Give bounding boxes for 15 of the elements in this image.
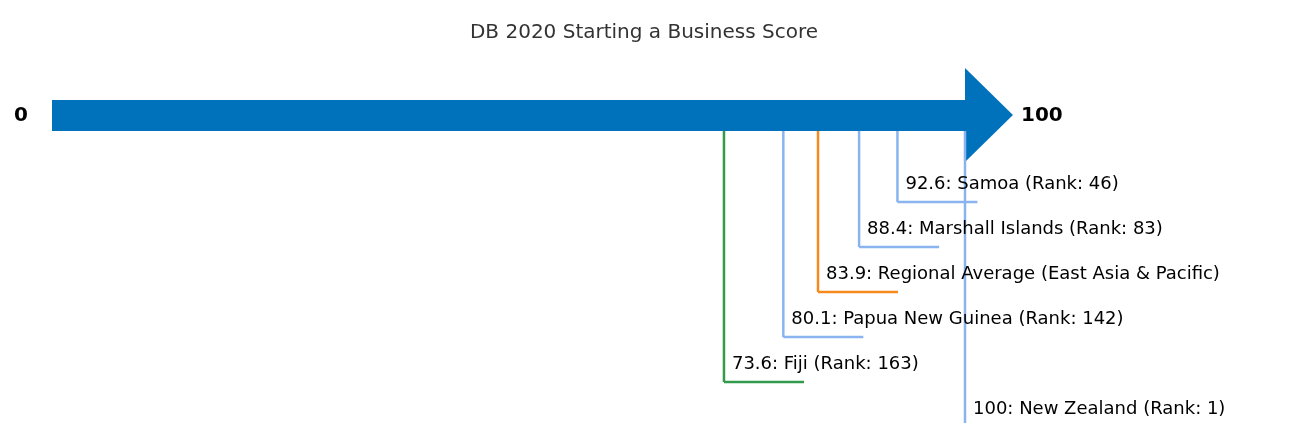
data-label: 73.6: xyxy=(731,352,779,373)
category-label: New Zealand (Rank: 1) xyxy=(1019,397,1226,418)
category-label: Regional Average (East Asia & Pacific) xyxy=(877,262,1220,283)
category-label: Papua New Guinea (Rank: 142) xyxy=(843,307,1124,328)
text: DB 2020 Starting a Business Score xyxy=(469,19,819,43)
text: 100 xyxy=(1021,102,1063,126)
category-label: Marshall Islands (Rank: 83) xyxy=(918,217,1163,238)
data-label: 88.4: xyxy=(867,217,914,238)
text: 0 xyxy=(14,102,28,126)
data-label: 83.9: xyxy=(826,262,873,283)
data-label: 92.6: xyxy=(905,172,952,193)
data-label: 100: xyxy=(973,397,1014,418)
category-label: Samoa (Rank: 46) xyxy=(957,172,1119,193)
category-label: Fiji (Rank: 163) xyxy=(783,352,919,373)
data-label: 80.1: xyxy=(791,307,838,328)
